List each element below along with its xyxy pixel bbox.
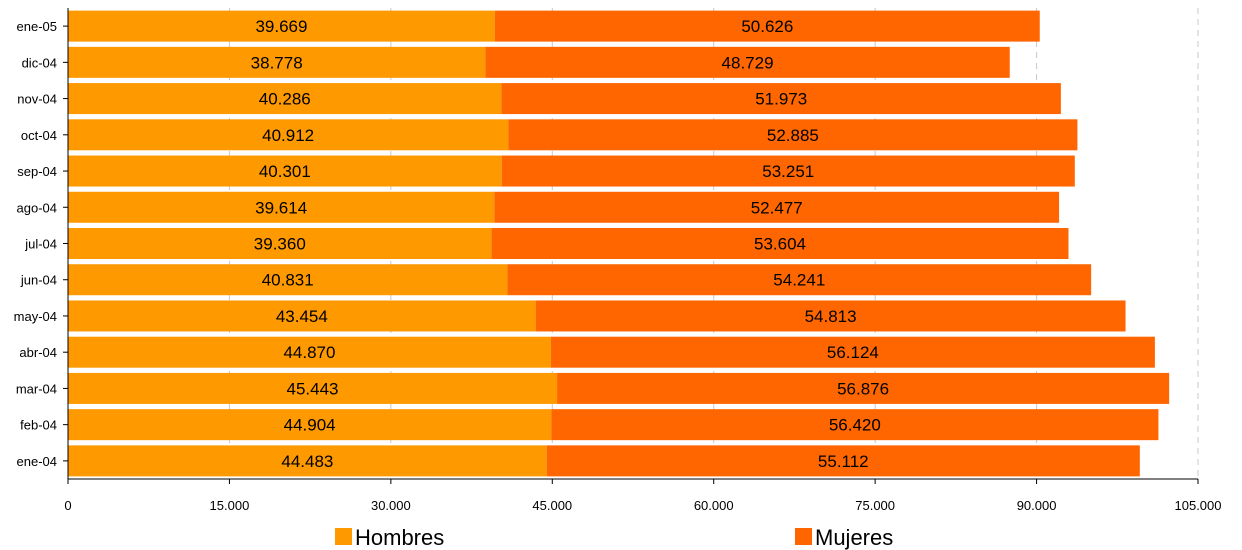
category-label: ago-04	[17, 200, 57, 215]
category-label: feb-04	[20, 418, 57, 433]
x-tick-label: 90.000	[1017, 498, 1057, 513]
data-label: 45.443	[287, 379, 339, 398]
data-label: 44.904	[284, 416, 336, 435]
bar-segment-hombres	[68, 300, 536, 332]
data-label: 43.454	[276, 307, 328, 326]
category-label: sep-04	[17, 164, 57, 179]
data-label: 53.604	[754, 235, 806, 254]
bar-segment-hombres	[68, 372, 558, 404]
category-label: jul-04	[24, 237, 57, 252]
bar-segment-hombres	[68, 119, 509, 151]
data-label: 56.420	[829, 416, 881, 435]
bar-segment-hombres	[68, 336, 551, 368]
category-label: may-04	[14, 309, 57, 324]
bar-segment-mujeres	[507, 264, 1092, 296]
data-label: 39.669	[255, 17, 307, 36]
category-label: mar-04	[16, 381, 57, 396]
bar-segment-hombres	[68, 445, 547, 477]
bar-segment-hombres	[68, 228, 492, 259]
data-label: 55.112	[818, 452, 869, 471]
data-label: 44.483	[281, 452, 333, 471]
legend-label-hombres: Hombres	[355, 525, 444, 550]
bars: 44.483 55.112 44.904 56.420 45.443 56.876 44.8…	[68, 10, 1170, 477]
data-label: 54.813	[805, 307, 857, 326]
bar-segment-mujeres	[485, 46, 1010, 78]
data-label: 40.301	[259, 162, 311, 181]
bar-segment-mujeres	[491, 228, 1069, 259]
legend-label-mujeres: Mujeres	[815, 525, 893, 550]
bar-segment-mujeres	[551, 409, 1159, 441]
x-tick-label: 45.000	[532, 498, 572, 513]
bar-segment-mujeres	[546, 445, 1140, 477]
data-label: 56.876	[837, 379, 889, 398]
x-tick-label: 30.000	[371, 498, 411, 513]
bar-segment-hombres	[68, 83, 502, 115]
data-label: 40.286	[259, 90, 311, 109]
data-label: 44.870	[283, 343, 335, 362]
data-label: 51.973	[755, 90, 807, 109]
legend-swatch-mujeres	[795, 528, 812, 545]
bar-segment-hombres	[68, 10, 495, 42]
category-label: nov-04	[17, 92, 57, 107]
data-label: 48.729	[722, 53, 774, 72]
data-label: 52.477	[751, 198, 803, 217]
bar-segment-mujeres	[508, 119, 1078, 151]
legend-swatch-hombres	[335, 528, 352, 545]
category-label: abr-04	[19, 345, 57, 360]
bar-segment-mujeres	[494, 191, 1060, 223]
bar-segment-hombres	[68, 409, 552, 441]
data-label: 50.626	[741, 17, 793, 36]
data-label: 39.614	[255, 198, 307, 217]
bar-segment-mujeres	[501, 83, 1061, 115]
data-label: 56.124	[827, 343, 879, 362]
bar-segment-hombres	[68, 264, 508, 296]
x-tick-label: 60.000	[694, 498, 734, 513]
category-label: ene-04	[17, 454, 57, 469]
category-label: jun-04	[20, 273, 57, 288]
category-label: ene-05	[17, 19, 57, 34]
bar-segment-hombres	[68, 191, 495, 223]
data-label: 52.885	[767, 126, 819, 145]
data-label: 38.778	[251, 53, 303, 72]
bar-segment-hombres	[68, 46, 486, 78]
bar-segment-mujeres	[501, 155, 1075, 187]
axes: ene-04 feb-04 mar-04 abr-04 may-04 jun-04 jul-…	[14, 8, 1222, 513]
bar-segment-mujeres	[494, 10, 1040, 42]
data-label: 40.912	[262, 126, 314, 145]
bar-segment-mujeres	[550, 336, 1155, 368]
category-label: oct-04	[21, 128, 57, 143]
bar-segment-hombres	[68, 155, 502, 187]
x-tick-label: 105.000	[1175, 498, 1222, 513]
x-tick-label: 15.000	[210, 498, 250, 513]
data-label: 39.360	[254, 235, 306, 254]
bar-segment-mujeres	[557, 372, 1170, 404]
data-label: 53.251	[762, 162, 814, 181]
x-tick-label: 75.000	[855, 498, 895, 513]
x-tick-label: 0	[64, 498, 71, 513]
bar-segment-mujeres	[535, 300, 1126, 332]
legend: Hombres Mujeres	[335, 525, 893, 550]
category-label: dic-04	[22, 55, 57, 70]
data-label: 40.831	[262, 271, 314, 290]
data-label: 54.241	[773, 271, 825, 290]
